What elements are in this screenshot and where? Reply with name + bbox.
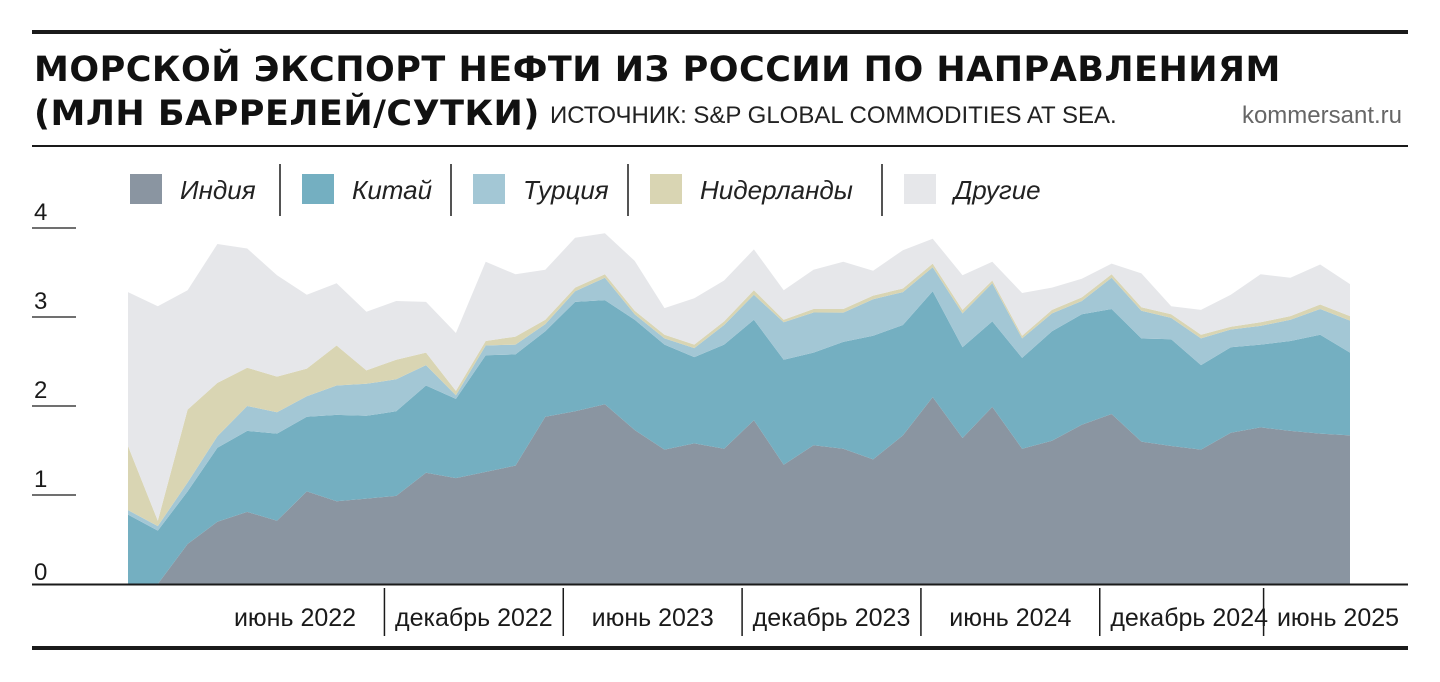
legend-label-индия: Индия	[180, 175, 256, 205]
legend-label-китай: Китай	[352, 175, 432, 205]
top-rule	[32, 30, 1408, 34]
area-индия	[128, 397, 1350, 584]
legend-swatch-китай	[302, 174, 334, 204]
y-tick-label-4: 4	[34, 199, 47, 226]
area-китай	[128, 291, 1350, 584]
x-tick-label: июнь 2023	[592, 604, 714, 632]
header-rule	[32, 145, 1408, 147]
chart-title-line-1: МОРСКОЙ ЭКСПОРТ НЕФТИ ИЗ РОССИИ ПО НАПРА…	[34, 50, 1281, 90]
legend-label-нидерланды: Нидерланды	[700, 175, 853, 205]
brand-link[interactable]: kommersant.ru	[1241, 102, 1402, 129]
chart-title-line-2: (МЛН БАРРЕЛЕЙ/СУТКИ)	[34, 94, 540, 134]
x-tick-label: июнь 2025	[1277, 604, 1399, 632]
legend-label-другие: Другие	[951, 175, 1041, 205]
y-tick-label-1: 1	[34, 466, 47, 493]
legend-label-турция: Турция	[523, 175, 609, 205]
source-note: ИСТОЧНИК: S&P GLOBAL COMMODITIES AT SEA.	[550, 102, 1117, 129]
legend-swatch-нидерланды	[650, 174, 682, 204]
x-tick-label: июнь 2022	[234, 604, 356, 632]
legend-swatch-индия	[130, 174, 162, 204]
legend-swatch-другие	[904, 174, 936, 204]
x-tick-label: декабрь 2024	[1110, 604, 1268, 632]
area-турция	[128, 267, 1350, 531]
x-tick-label: июнь 2024	[949, 604, 1071, 632]
x-tick-label: декабрь 2022	[395, 604, 553, 632]
bottom-rule	[32, 646, 1408, 650]
area-другие	[128, 233, 1350, 521]
legend-swatch-турция	[473, 174, 505, 204]
x-tick-label: декабрь 2023	[753, 604, 911, 632]
y-tick-label-2: 2	[34, 377, 47, 404]
y-tick-label-0: 0	[34, 559, 47, 586]
y-tick-label-3: 3	[34, 288, 47, 315]
